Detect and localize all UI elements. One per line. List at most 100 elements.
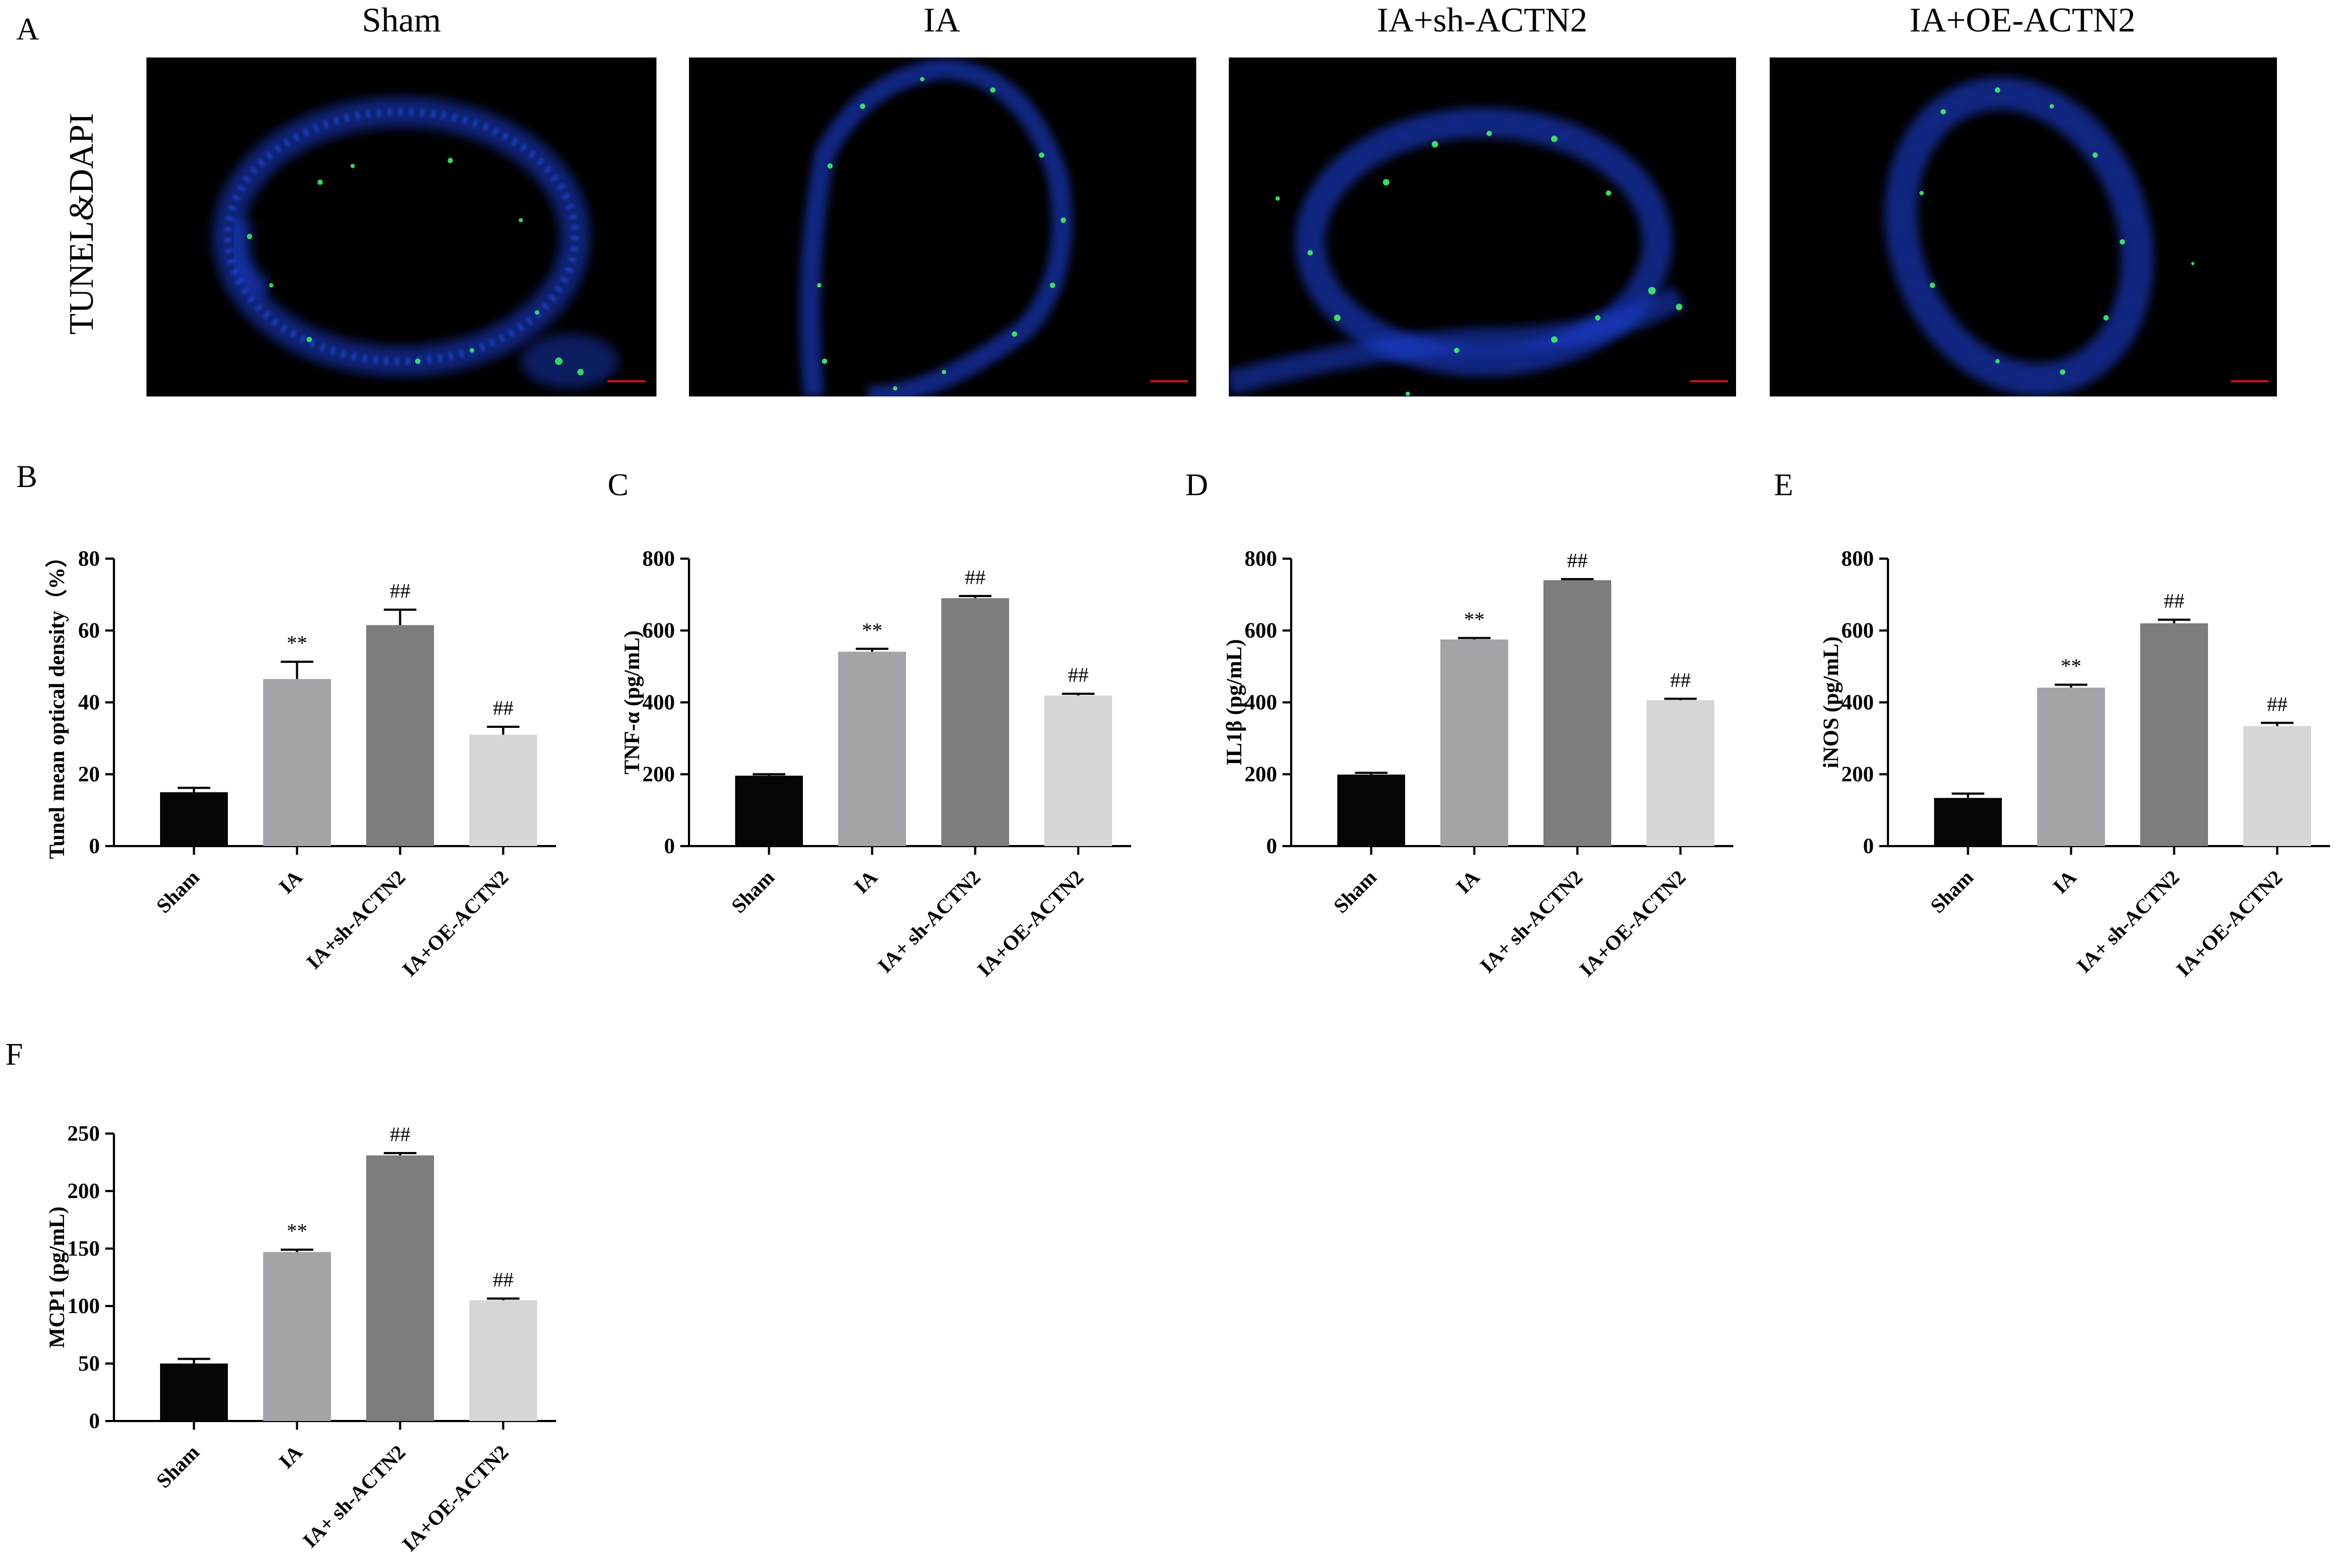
y-tick-label: 40	[78, 690, 100, 714]
bar-0	[160, 1364, 228, 1421]
x-tick-label: Sham	[1926, 866, 1977, 918]
image-title-ia-sh-actn2: IA+sh-ACTN2	[1376, 1, 1588, 39]
x-tick-label: Sham	[727, 866, 779, 918]
bar-0	[160, 792, 228, 846]
chart-c-svg: 0 200 400 600 800 TNF-α (pg/mL) Sham ** IA ## IA+ …	[620, 546, 1131, 981]
y-tick-label: 200	[1841, 762, 1874, 786]
x-tick-label: IA	[275, 1441, 307, 1473]
y-tick-label: 60	[78, 618, 100, 643]
panel-letter-d: D	[1185, 467, 1208, 502]
bar-1	[263, 679, 331, 846]
x-tick-label: IA+OE-ACTN2	[398, 1441, 513, 1556]
chart-f: 0 50 100 150 200 250 MCP1 (pg/mL) Sham ** IA ## IA+…	[0, 1106, 597, 1568]
x-tick-label: IA	[2049, 866, 2081, 898]
significance-label: **	[1464, 608, 1485, 631]
bar-3	[469, 1300, 537, 1421]
y-tick-label: 800	[1841, 546, 1874, 571]
y-tick-label: 200	[642, 762, 675, 786]
panel-letter-a: A	[16, 11, 39, 47]
y-tick-label: 20	[78, 762, 100, 786]
y-axis-label: iNOS (pg/mL)	[1819, 636, 1843, 768]
significance-label: ##	[965, 566, 986, 589]
micrograph-ia-sh-actn2	[1229, 57, 1736, 396]
x-tick-label: IA+ sh-ACTN2	[873, 866, 985, 978]
y-tick-label: 400	[1841, 690, 1874, 714]
x-tick-label: IA+OE-ACTN2	[973, 866, 1088, 981]
y-tick-label: 600	[1841, 618, 1874, 643]
y-tick-label: 0	[1266, 834, 1277, 858]
micrograph-ia	[689, 57, 1196, 396]
significance-label: **	[287, 632, 308, 655]
significance-label: ##	[1567, 549, 1588, 572]
chart-e-svg: 0 200 400 600 800 iNOS (pg/mL) Sham ** IA ## IA+ s…	[1819, 546, 2330, 981]
panel-letter-e: E	[1774, 467, 1794, 502]
x-tick-label: IA+OE-ACTN2	[398, 866, 513, 981]
y-tick-label: 150	[67, 1236, 100, 1260]
panel-letter-f: F	[5, 1036, 23, 1072]
tunel-dapi-label: TUNEL&DAPI	[62, 113, 100, 335]
chart-b: 0 20 40 60 80 Tunel mean optical density（%） Sh…	[0, 532, 597, 1022]
significance-label: ##	[2164, 590, 2185, 613]
y-axis-label: IL1β (pg/mL)	[1222, 639, 1246, 765]
bar-3	[469, 734, 537, 846]
y-tick-label: 600	[642, 618, 675, 643]
micrograph-ia-oe-actn2	[1770, 57, 2277, 396]
bar-3	[1647, 700, 1714, 846]
panel-letter-b: B	[16, 459, 37, 494]
significance-label: ##	[493, 697, 514, 720]
y-axis-label: TNF-α (pg/mL)	[620, 630, 644, 775]
y-tick-label: 200	[1245, 762, 1277, 786]
x-tick-label: IA+sh-ACTN2	[302, 866, 410, 974]
significance-label: **	[862, 619, 883, 642]
bar-1	[2037, 687, 2105, 846]
y-axis-label: MCP1 (pg/mL)	[44, 1206, 69, 1348]
y-tick-label: 400	[642, 690, 675, 714]
chart-b-svg: 0 20 40 60 80 Tunel mean optical density（%） Sh…	[44, 546, 556, 981]
significance-label: **	[2061, 655, 2082, 678]
micrograph-sham	[146, 57, 656, 396]
bar-1	[263, 1252, 331, 1421]
panel-letter-c: C	[608, 467, 629, 502]
bar-0	[1337, 775, 1405, 846]
bar-2	[366, 1155, 434, 1421]
significance-label: ##	[1068, 664, 1089, 687]
bar-3	[1044, 695, 1112, 846]
x-tick-label: IA+ sh-ACTN2	[1476, 866, 1587, 978]
y-tick-label: 800	[642, 546, 675, 571]
x-tick-label: Sham	[152, 1441, 203, 1493]
y-tick-label: 0	[89, 1409, 100, 1433]
y-tick-label: 0	[664, 834, 675, 858]
y-tick-label: 50	[78, 1351, 100, 1375]
y-tick-label: 250	[67, 1121, 100, 1145]
bar-3	[2243, 726, 2311, 846]
chart-d-svg: 0 200 400 600 800 IL1β (pg/mL) Sham ** IA ## IA+ s…	[1222, 546, 1733, 981]
chart-c: 0 200 400 600 800 TNF-α (pg/mL) Sham ** IA ## IA+ …	[575, 532, 1172, 1022]
y-tick-label: 0	[1863, 834, 1874, 858]
x-tick-label: Sham	[1329, 866, 1381, 918]
y-tick-label: 80	[78, 546, 100, 571]
significance-label: ##	[390, 1123, 411, 1146]
x-tick-label: IA	[850, 866, 882, 898]
image-title-sham: Sham	[362, 1, 441, 39]
x-tick-label: IA	[1452, 866, 1484, 898]
bar-2	[2140, 623, 2208, 846]
significance-label: ##	[493, 1269, 514, 1291]
y-tick-label: 0	[89, 834, 100, 858]
chart-f-svg: 0 50 100 150 200 250 MCP1 (pg/mL) Sham ** IA ## IA+…	[44, 1121, 556, 1556]
significance-label: ##	[1670, 669, 1691, 692]
x-tick-label: Sham	[152, 866, 203, 918]
x-tick-label: IA	[275, 866, 307, 898]
y-tick-label: 100	[67, 1294, 100, 1318]
y-tick-label: 200	[67, 1179, 100, 1203]
image-title-ia: IA	[923, 1, 960, 39]
y-tick-label: 600	[1245, 618, 1277, 643]
x-tick-label: IA+ sh-ACTN2	[2072, 866, 2184, 978]
significance-label: **	[287, 1220, 308, 1243]
bar-2	[366, 625, 434, 846]
x-tick-label: IA+OE-ACTN2	[1575, 866, 1690, 981]
bar-0	[735, 776, 803, 846]
bar-2	[941, 598, 1009, 846]
significance-label: ##	[390, 580, 411, 603]
image-title-ia-oe-actn2: IA+OE-ACTN2	[1909, 1, 2136, 39]
chart-e: 0 200 400 600 800 iNOS (pg/mL) Sham ** IA ## IA+ s…	[1774, 532, 2348, 1022]
